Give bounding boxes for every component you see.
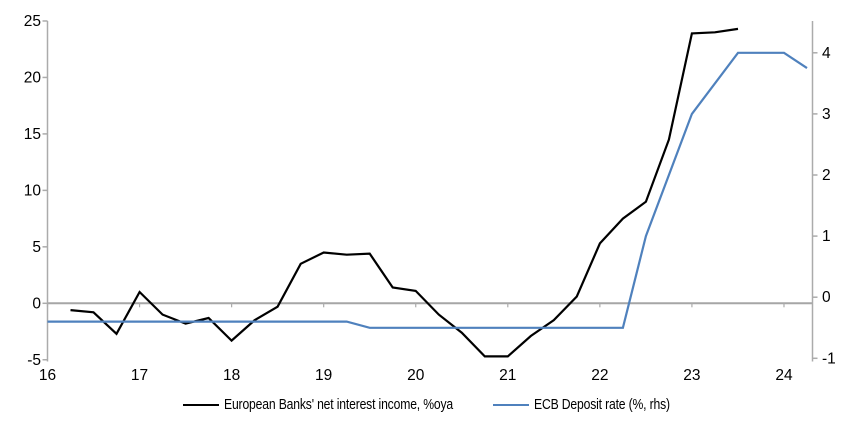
left-axis-tick-label: 5 bbox=[32, 239, 41, 256]
legend-label-ecb-deposit-rate: ECB Deposit rate (%, rhs) bbox=[534, 396, 670, 413]
left-axis-tick-label: 0 bbox=[32, 295, 41, 312]
right-axis-tick-label: 1 bbox=[822, 228, 831, 245]
left-axis-tick-label: 20 bbox=[24, 69, 42, 86]
left-axis-tick-label: 25 bbox=[24, 13, 41, 30]
x-axis-tick-label: 24 bbox=[775, 367, 793, 384]
legend-item-net-interest-income: European Banks' net interest income, %oy… bbox=[183, 396, 497, 413]
right-axis-tick-label: -1 bbox=[822, 350, 836, 367]
x-axis-tick-label: 18 bbox=[223, 367, 240, 384]
x-axis-tick-label: 23 bbox=[683, 367, 700, 384]
x-axis-tick-label: 20 bbox=[407, 367, 425, 384]
x-axis-tick-label: 17 bbox=[131, 367, 148, 384]
ecb-deposit-rate-line-sample bbox=[493, 403, 529, 406]
x-axis-tick-label: 21 bbox=[499, 367, 516, 384]
right-axis-tick-label: 0 bbox=[822, 289, 831, 306]
x-axis-tick-label: 16 bbox=[39, 367, 56, 384]
net-interest-income-line-sample bbox=[183, 403, 219, 406]
right-axis-tick-label: 4 bbox=[822, 45, 831, 62]
left-axis-tick-label: -5 bbox=[27, 352, 41, 369]
x-axis-tick-label: 19 bbox=[315, 367, 332, 384]
right-axis-tick-label: 2 bbox=[822, 167, 831, 184]
legend-item-ecb-deposit-rate: ECB Deposit rate (%, rhs) bbox=[493, 396, 696, 413]
x-axis-tick-label: 22 bbox=[591, 367, 608, 384]
left-axis-tick-label: 10 bbox=[24, 182, 42, 199]
net-interest-income-line bbox=[70, 27, 739, 358]
left-axis-tick-label: 15 bbox=[24, 126, 41, 143]
legend-label-net-interest-income: European Banks' net interest income, %oy… bbox=[224, 396, 454, 413]
ecb-deposit-rate-line bbox=[47, 51, 808, 329]
right-axis-tick-label: 3 bbox=[822, 106, 831, 123]
